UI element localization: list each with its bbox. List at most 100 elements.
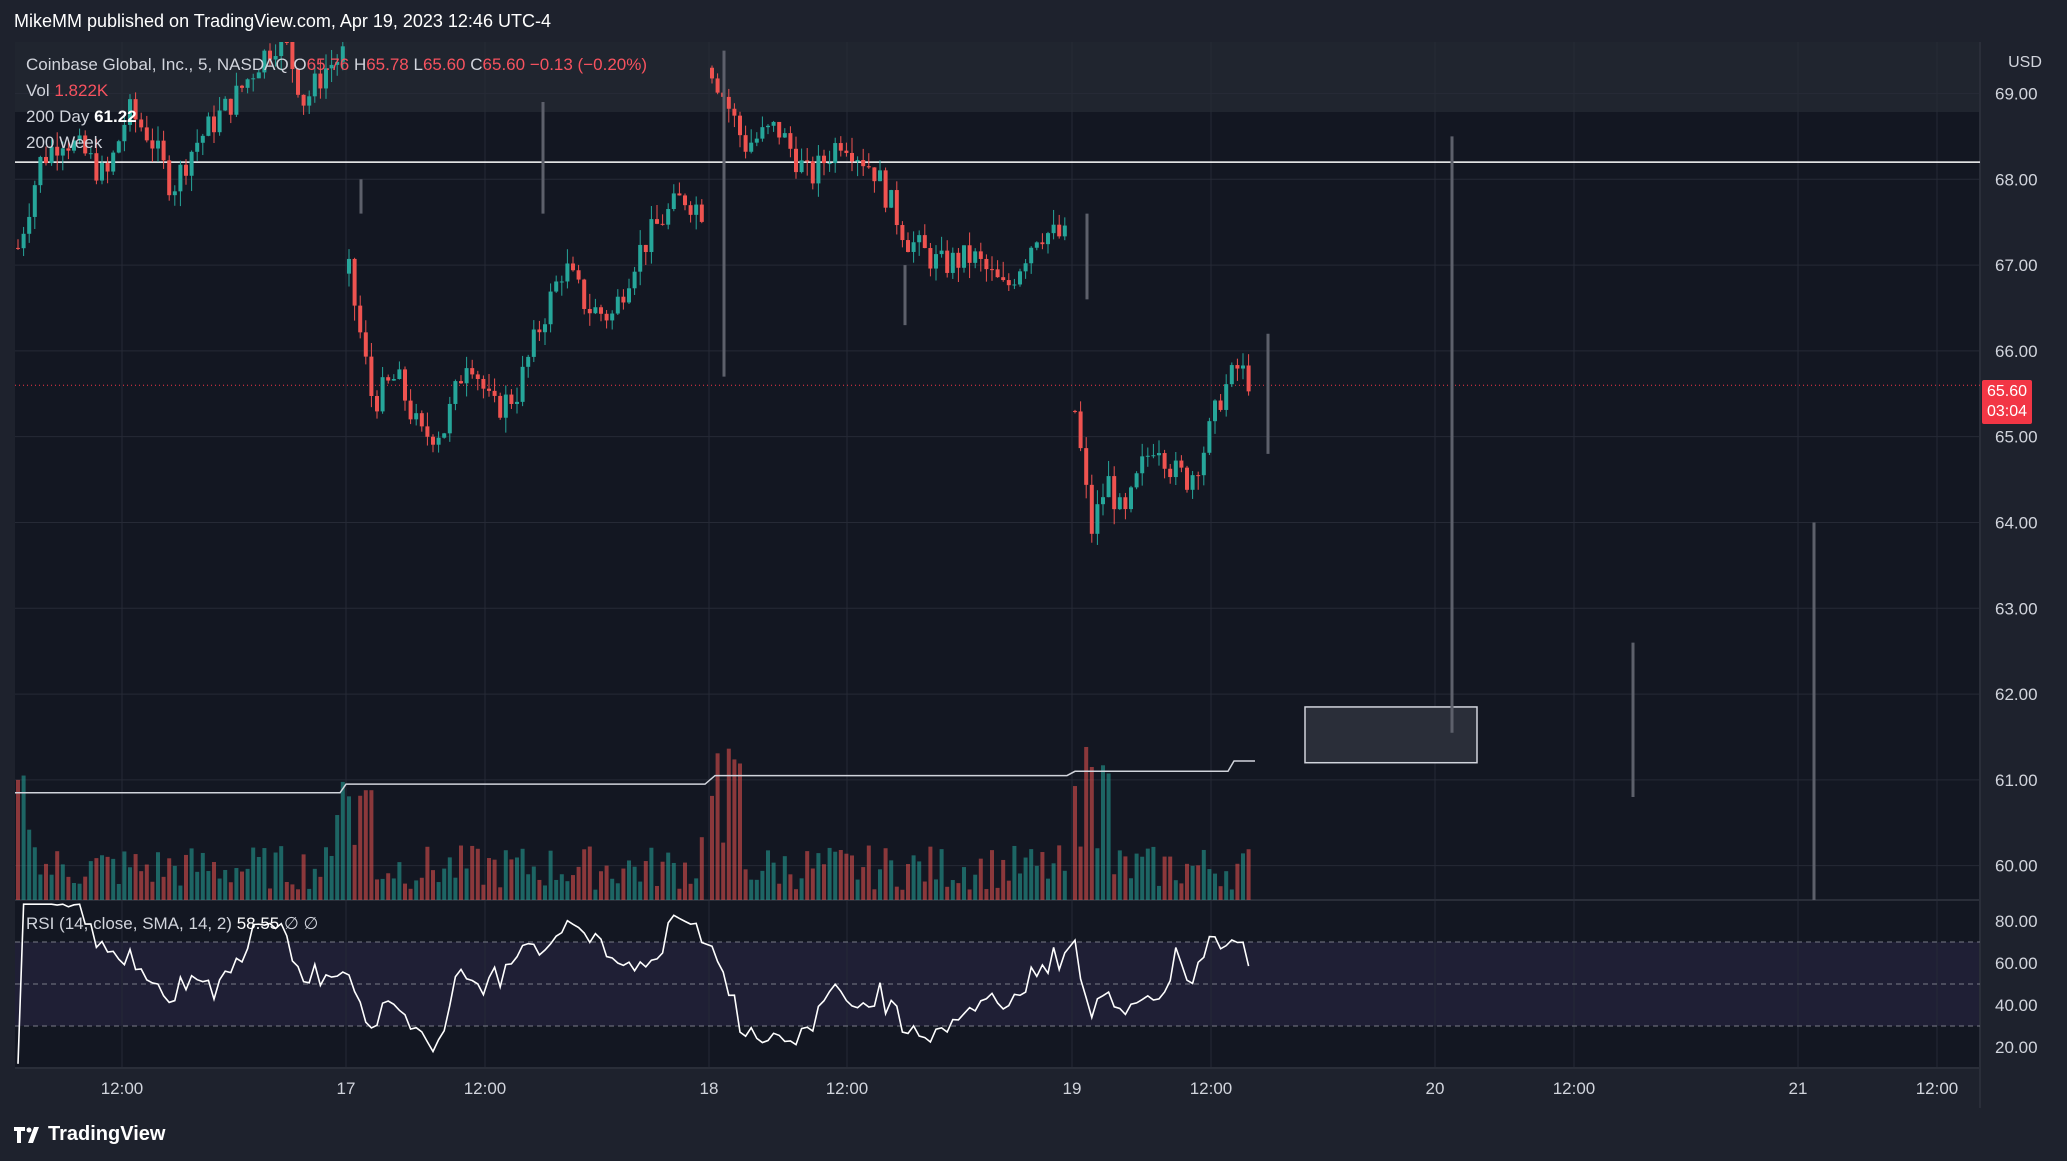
candle-body xyxy=(369,356,374,396)
candle-body xyxy=(788,133,793,149)
candle-body xyxy=(268,50,272,60)
candle-body xyxy=(1190,475,1195,490)
candle-body xyxy=(1201,452,1206,476)
candle-body xyxy=(571,263,575,271)
volume-bar xyxy=(559,874,564,900)
volume-bar xyxy=(732,759,737,900)
candle-body xyxy=(206,116,211,136)
volume-bar xyxy=(49,874,54,900)
volume-bar xyxy=(369,790,374,900)
volume-bar xyxy=(526,874,531,900)
volume-bar xyxy=(1134,853,1139,900)
rsi-tick-label: 80.00 xyxy=(1995,912,2038,931)
volume-bar xyxy=(481,884,486,900)
candle-body xyxy=(531,329,536,357)
candle-body xyxy=(894,190,899,226)
volume-bar xyxy=(872,889,877,900)
volume-bar xyxy=(1062,870,1067,900)
volume-bar xyxy=(414,880,419,900)
candle-body xyxy=(442,433,447,438)
candle-body xyxy=(49,146,54,164)
volume-bar xyxy=(436,882,441,900)
candle-body xyxy=(397,369,402,380)
candle-body xyxy=(419,413,424,427)
price-tick-label: 66.00 xyxy=(1995,342,2038,361)
price-tick-label: 68.00 xyxy=(1995,170,2038,189)
price-tick-label: 60.00 xyxy=(1995,857,2038,876)
candle-body xyxy=(375,395,379,412)
symbol-name[interactable]: Coinbase Global, Inc., 5, NASDAQ xyxy=(26,55,289,74)
published-header: MikeMM published on TradingView.com, Apr… xyxy=(0,0,2067,42)
candle-body xyxy=(917,235,922,243)
volume-bar xyxy=(782,856,787,900)
volume-bar xyxy=(537,879,542,900)
volume-bar xyxy=(900,889,905,900)
candle-body xyxy=(83,135,88,154)
candle-body xyxy=(621,296,626,303)
candle-body xyxy=(1018,271,1022,285)
volume-bar xyxy=(273,852,278,900)
candle-body xyxy=(1023,263,1028,272)
candle-body xyxy=(284,42,289,43)
volume-bar xyxy=(1162,856,1167,900)
volume-bar xyxy=(290,884,295,900)
volume-bar xyxy=(139,871,144,900)
ma200-week-label[interactable]: 200 Week xyxy=(26,133,103,152)
volume-bar xyxy=(794,889,798,900)
candle-body xyxy=(1179,460,1184,468)
candle-body xyxy=(340,46,345,62)
candle-body xyxy=(408,400,413,420)
volume-label[interactable]: Vol xyxy=(26,81,50,100)
price-tick-label: 65.00 xyxy=(1995,428,2038,447)
volume-bar xyxy=(318,876,323,900)
candle-body xyxy=(939,250,944,255)
candle-body xyxy=(352,258,357,306)
candle-body xyxy=(732,108,737,116)
volume-bar xyxy=(749,879,754,900)
candle-body xyxy=(167,160,172,196)
time-tick-label: 12:00 xyxy=(101,1079,144,1098)
candle-body xyxy=(464,368,469,384)
candle-body xyxy=(922,235,927,249)
rsi-tick-label: 40.00 xyxy=(1995,996,2038,1015)
volume-bar xyxy=(184,854,188,900)
candle-body xyxy=(1162,453,1167,469)
candle-body xyxy=(156,140,160,149)
volume-bar xyxy=(688,883,693,900)
candle-body xyxy=(262,50,267,73)
candle-body xyxy=(234,85,239,115)
volume-bar xyxy=(156,852,160,900)
volume-bar xyxy=(810,868,815,900)
volume-bar xyxy=(738,763,742,900)
candle-body xyxy=(88,153,93,155)
volume-bar xyxy=(866,845,871,900)
candle-body xyxy=(1106,476,1111,498)
volume-bar xyxy=(754,879,759,900)
volume-bar xyxy=(1089,767,1094,900)
tradingview-logo[interactable]: TradingView xyxy=(14,1123,165,1146)
candle-body xyxy=(223,98,228,111)
volume-bar xyxy=(1235,863,1240,900)
candle-body xyxy=(1084,448,1089,485)
rsi-label[interactable]: RSI (14, close, SMA, 14, 2) xyxy=(26,914,232,933)
candle-body xyxy=(816,155,821,184)
candle-body xyxy=(962,245,966,268)
close-label: C xyxy=(470,55,483,74)
volume-bar xyxy=(195,871,200,900)
candle-body xyxy=(738,115,742,136)
candle-body xyxy=(967,245,972,263)
ma200-day-label[interactable]: 200 Day xyxy=(26,107,90,126)
volume-bar xyxy=(167,858,172,900)
volume-bar xyxy=(1207,869,1212,900)
candle-body xyxy=(855,160,860,162)
volume-bar xyxy=(1151,846,1156,900)
candle-body xyxy=(318,73,323,89)
volume-bar xyxy=(1241,853,1245,900)
volume-bar xyxy=(599,871,603,900)
candle-body xyxy=(245,79,250,88)
volume-bar xyxy=(889,860,894,900)
candle-body xyxy=(391,379,396,381)
volume-bar xyxy=(21,775,26,900)
volume-bar xyxy=(487,858,491,900)
